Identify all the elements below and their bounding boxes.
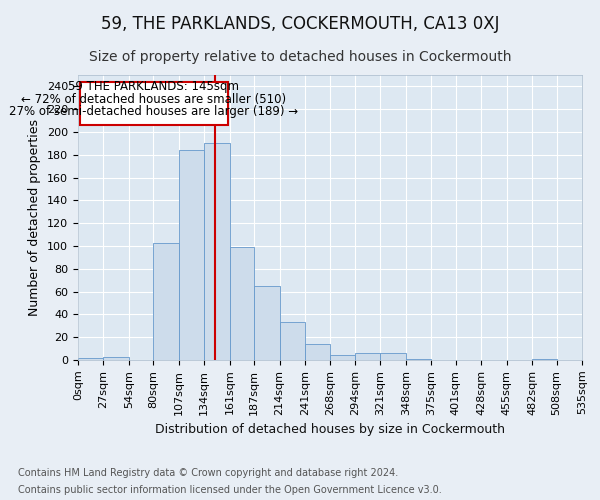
Bar [331,356,355,360]
Bar [103,356,129,360]
Text: 27% of semi-detached houses are larger (189) →: 27% of semi-detached houses are larger (… [9,106,298,118]
Bar [280,322,305,360]
Bar [254,286,280,360]
Bar [406,359,431,360]
Text: Contains public sector information licensed under the Open Government Licence v3: Contains public sector information licen… [18,485,442,495]
Bar [78,358,103,360]
Bar [204,144,230,360]
Y-axis label: Number of detached properties: Number of detached properties [28,119,41,316]
Bar [230,247,254,360]
Bar [355,353,380,360]
Bar [532,359,557,360]
Bar [154,242,179,360]
Bar [380,353,406,360]
FancyBboxPatch shape [80,82,228,125]
Text: 59 THE PARKLANDS: 145sqm: 59 THE PARKLANDS: 145sqm [68,80,239,93]
Text: 59, THE PARKLANDS, COCKERMOUTH, CA13 0XJ: 59, THE PARKLANDS, COCKERMOUTH, CA13 0XJ [101,15,499,33]
Text: Distribution of detached houses by size in Cockermouth: Distribution of detached houses by size … [155,422,505,436]
Bar [179,150,204,360]
Text: ← 72% of detached houses are smaller (510): ← 72% of detached houses are smaller (51… [21,93,286,106]
Text: Contains HM Land Registry data © Crown copyright and database right 2024.: Contains HM Land Registry data © Crown c… [18,468,398,477]
Text: Size of property relative to detached houses in Cockermouth: Size of property relative to detached ho… [89,50,511,64]
Bar [305,344,331,360]
